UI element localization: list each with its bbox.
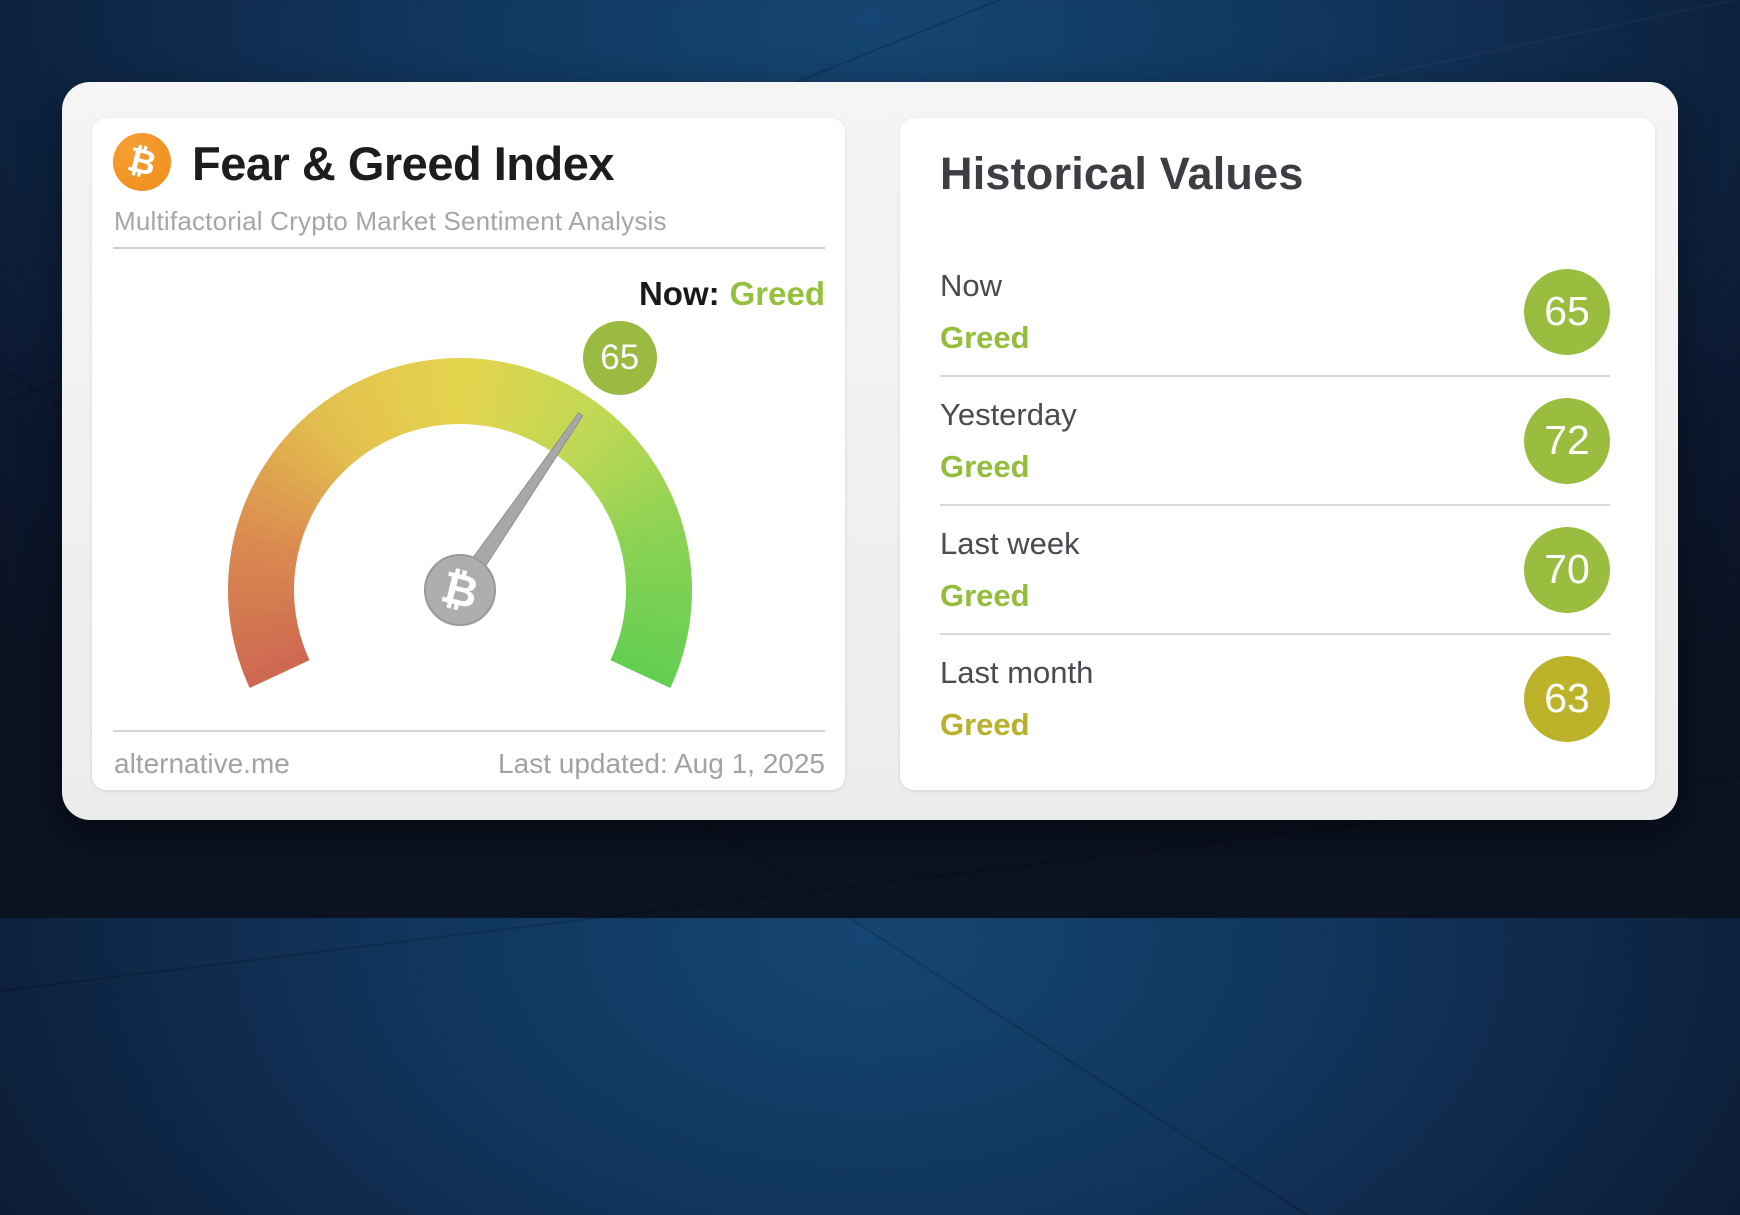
gauge-value-badge: 65 bbox=[582, 320, 657, 395]
footer-divider bbox=[113, 730, 825, 732]
history-rows: Now Greed 65 Yesterday Greed 72 Last w bbox=[940, 248, 1610, 762]
history-label: Now bbox=[940, 267, 1003, 303]
history-value: 72 bbox=[1544, 417, 1590, 463]
fear-greed-card: ₿ Fear & Greed Index Multifactorial Cryp… bbox=[92, 118, 845, 790]
history-row-last-week: Last week Greed 70 bbox=[940, 506, 1610, 635]
gauge-value: 65 bbox=[600, 337, 640, 377]
now-label: Now: bbox=[638, 275, 720, 312]
current-sentiment: Now: Greed bbox=[639, 275, 825, 313]
card-subtitle: Multifactorial Crypto Market Sentiment A… bbox=[114, 206, 667, 236]
now-sentiment-value: Greed bbox=[729, 275, 825, 312]
history-value: 63 bbox=[1544, 675, 1590, 721]
gauge-hub-bitcoin-glyph: ₿ bbox=[436, 561, 483, 619]
history-sentiment: Greed bbox=[940, 448, 1030, 484]
history-label: Last week bbox=[940, 525, 1080, 561]
history-label: Last month bbox=[940, 654, 1094, 690]
history-value: 65 bbox=[1544, 288, 1590, 334]
gauge-hub bbox=[424, 554, 496, 626]
history-sentiment: Greed bbox=[940, 577, 1030, 613]
history-row-now: Now Greed 65 bbox=[940, 248, 1610, 377]
historical-values-card: Historical Values Now Greed 65 Yesterday… bbox=[900, 118, 1655, 790]
widget-frame: ₿ Fear & Greed Index Multifactorial Cryp… bbox=[62, 82, 1678, 820]
history-row-yesterday: Yesterday Greed 72 bbox=[940, 377, 1610, 506]
history-value-circle: 72 bbox=[1524, 397, 1610, 484]
header-divider bbox=[113, 247, 825, 249]
bitcoin-icon: ₿ bbox=[113, 133, 171, 191]
card-title: Fear & Greed Index bbox=[192, 137, 615, 190]
historical-values-title: Historical Values bbox=[940, 148, 1304, 199]
history-value-circle: 65 bbox=[1524, 268, 1610, 355]
history-value-circle: 70 bbox=[1524, 526, 1610, 613]
history-label: Yesterday bbox=[940, 396, 1077, 432]
history-sentiment: Greed bbox=[940, 319, 1030, 355]
history-row-last-month: Last month Greed 63 bbox=[940, 635, 1610, 762]
gauge-needle bbox=[452, 412, 584, 596]
last-updated-text: Last updated: Aug 1, 2025 bbox=[498, 748, 825, 779]
history-sentiment: Greed bbox=[940, 706, 1030, 742]
bitcoin-glyph: ₿ bbox=[123, 139, 161, 185]
history-value-circle: 63 bbox=[1524, 655, 1610, 742]
source-link[interactable]: alternative.me bbox=[114, 748, 290, 779]
history-value: 70 bbox=[1544, 546, 1590, 592]
